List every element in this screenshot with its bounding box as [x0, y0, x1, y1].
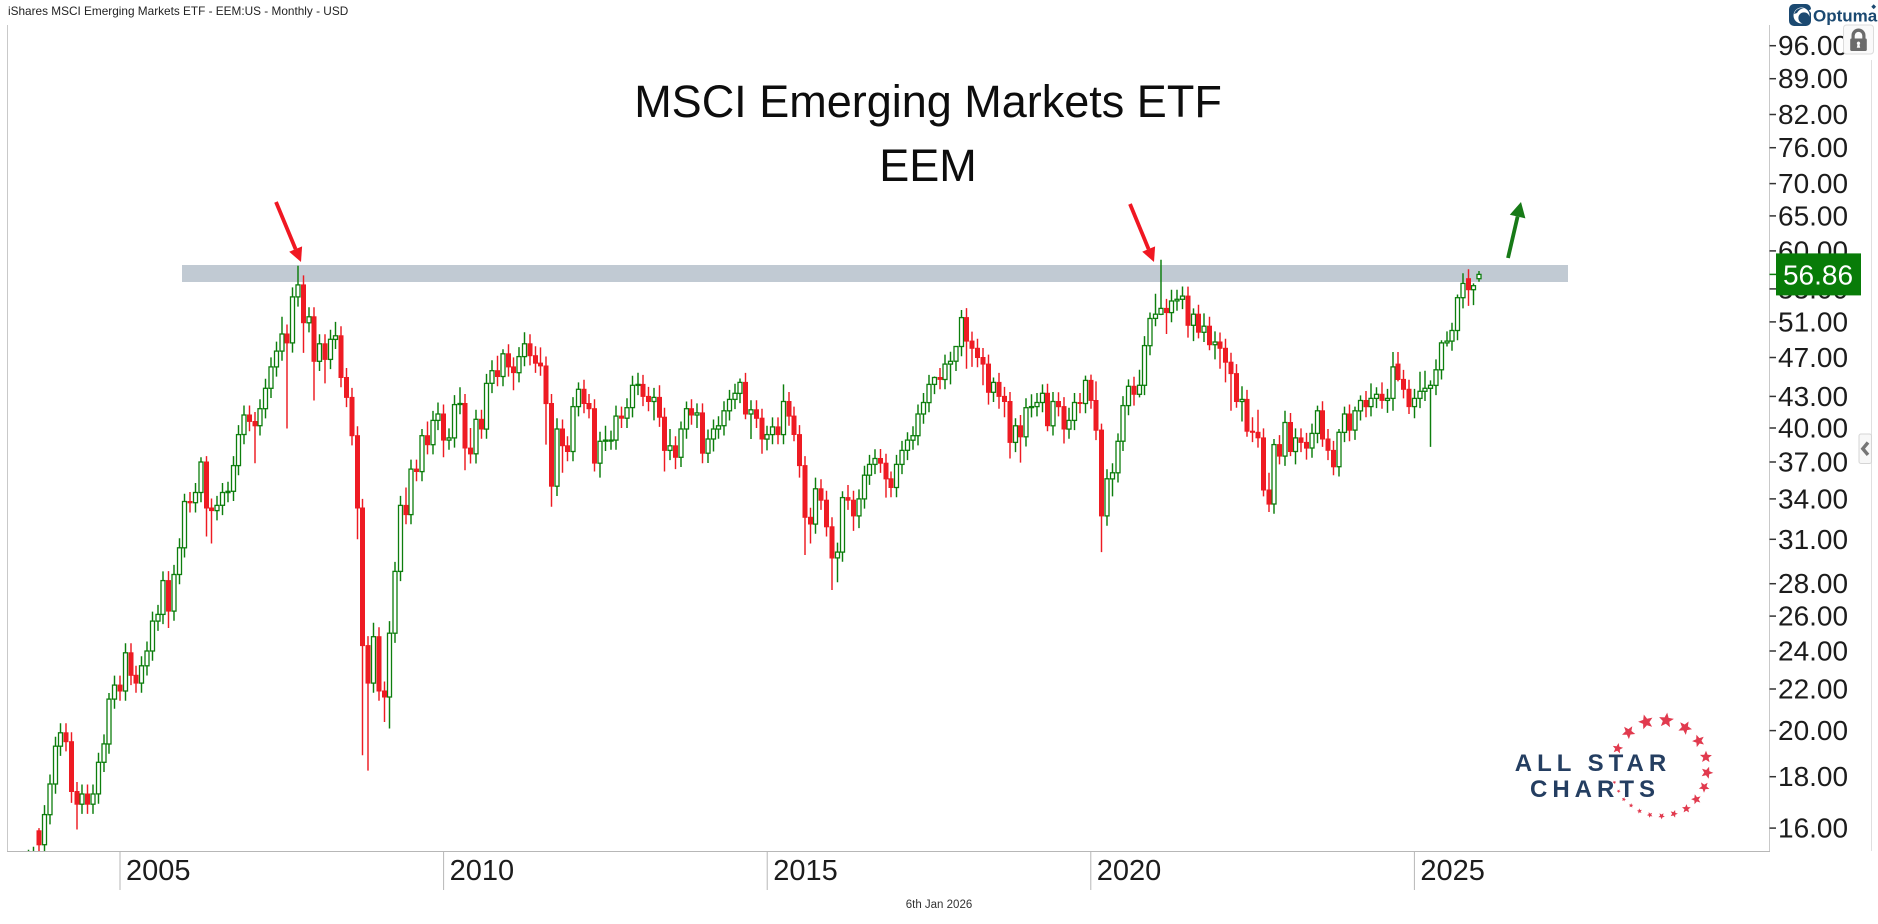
svg-text:47.00: 47.00 [1778, 342, 1848, 373]
svg-text:34.00: 34.00 [1778, 483, 1848, 514]
svg-text:Optuma: Optuma [1813, 7, 1878, 26]
svg-text:2010: 2010 [450, 855, 515, 887]
svg-text:40.00: 40.00 [1778, 413, 1848, 444]
svg-text:65.00: 65.00 [1778, 200, 1848, 231]
svg-text:28.00: 28.00 [1778, 568, 1848, 599]
svg-text:76.00: 76.00 [1778, 132, 1848, 163]
svg-text:CHARTS: CHARTS [1530, 776, 1660, 803]
svg-text:43.00: 43.00 [1778, 381, 1848, 412]
svg-text:2025: 2025 [1420, 855, 1485, 887]
svg-text:iShares MSCI Emerging Markets: iShares MSCI Emerging Markets ETF - EEM:… [8, 4, 348, 18]
svg-text:70.00: 70.00 [1778, 168, 1848, 199]
svg-text:2015: 2015 [773, 855, 838, 887]
svg-text:89.00: 89.00 [1778, 63, 1848, 94]
svg-text:6th Jan 2026: 6th Jan 2026 [906, 899, 973, 911]
svg-text:31.00: 31.00 [1778, 524, 1848, 555]
svg-text:37.00: 37.00 [1778, 447, 1848, 478]
svg-text:EEM: EEM [879, 140, 977, 191]
svg-text:2005: 2005 [126, 855, 191, 887]
svg-text:24.00: 24.00 [1778, 636, 1848, 667]
svg-text:20.00: 20.00 [1778, 715, 1848, 746]
svg-text:MSCI Emerging Markets ETF: MSCI Emerging Markets ETF [634, 76, 1222, 127]
svg-text:26.00: 26.00 [1778, 601, 1848, 632]
svg-text:82.00: 82.00 [1778, 99, 1848, 130]
svg-text:2020: 2020 [1097, 855, 1162, 887]
svg-text:96.00: 96.00 [1778, 30, 1848, 61]
svg-text:ALL STAR: ALL STAR [1515, 750, 1671, 777]
svg-text:16.00: 16.00 [1778, 813, 1848, 844]
svg-text:22.00: 22.00 [1778, 674, 1848, 705]
svg-text:51.00: 51.00 [1778, 306, 1848, 337]
svg-text:56.86: 56.86 [1783, 259, 1853, 290]
svg-text:18.00: 18.00 [1778, 761, 1848, 792]
